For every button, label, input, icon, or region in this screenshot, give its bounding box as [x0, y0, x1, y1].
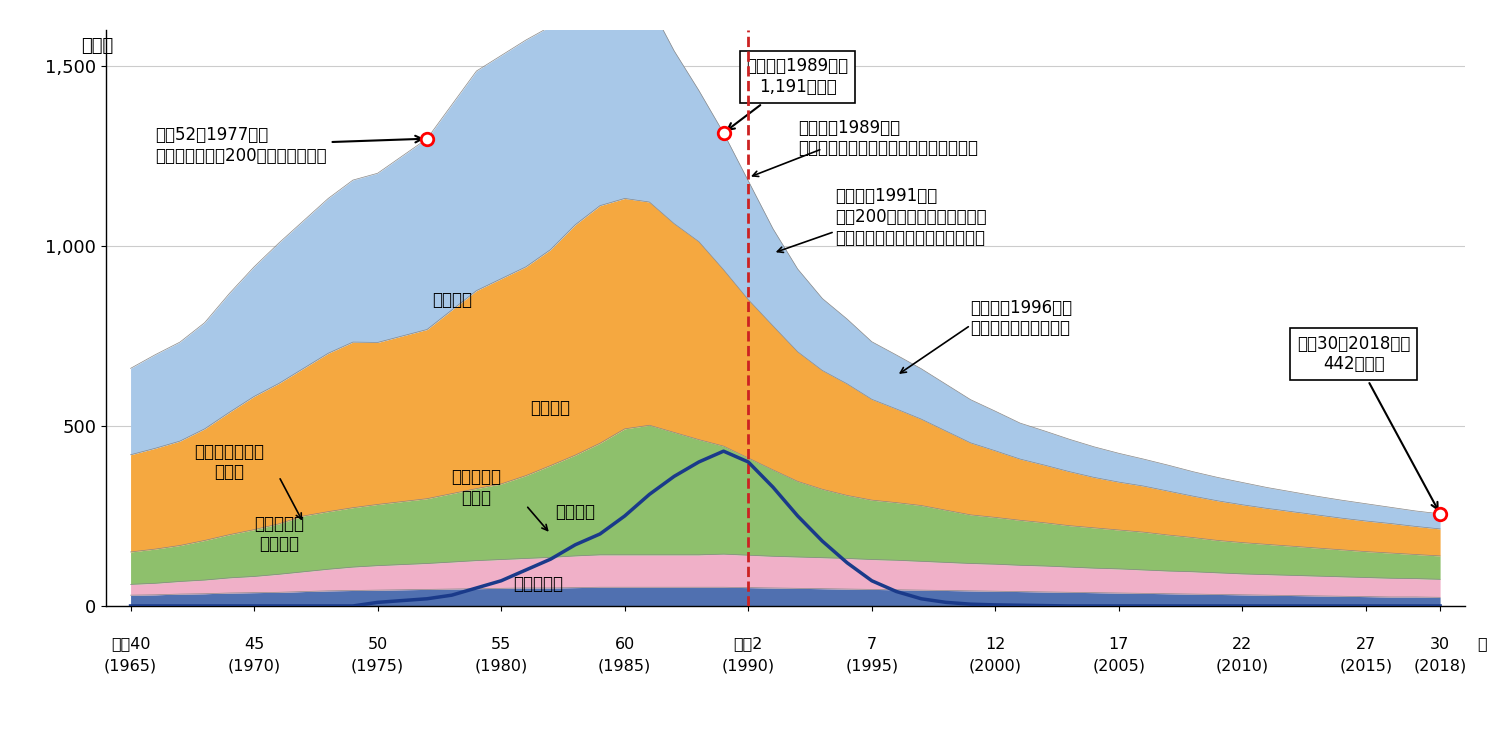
- Text: 平成元（1989）年
1,191万トン: 平成元（1989）年 1,191万トン: [728, 58, 849, 130]
- Text: 7: 7: [867, 637, 877, 652]
- Text: (2010): (2010): [1216, 658, 1269, 673]
- Text: 17: 17: [1108, 637, 1130, 652]
- Text: マイワシの
漁獲量: マイワシの 漁獲量: [452, 468, 501, 506]
- Text: (1975): (1975): [351, 658, 404, 673]
- Text: (1985): (1985): [598, 658, 651, 673]
- Text: 50: 50: [368, 637, 388, 652]
- Text: 沖合漁業: 沖合漁業: [531, 399, 570, 417]
- Text: (2018): (2018): [1413, 658, 1467, 673]
- Text: 55: 55: [490, 637, 512, 652]
- Text: 万トン: 万トン: [81, 37, 114, 55]
- Text: 平成30（2018）年
442万トン: 平成30（2018）年 442万トン: [1298, 334, 1437, 509]
- Text: 平成３（1991）年
米国200海里水域から完全撤退
国連公海流し網停止の決議の採択: 平成３（1991）年 米国200海里水域から完全撤退 国連公海流し網停止の決議の…: [834, 187, 987, 247]
- Text: 昭和40: 昭和40: [111, 637, 150, 652]
- Text: 平成2: 平成2: [734, 637, 764, 652]
- Text: (1995): (1995): [844, 658, 898, 673]
- Text: 30: 30: [1430, 637, 1450, 652]
- Text: 遠洋漁業: 遠洋漁業: [432, 291, 472, 309]
- Text: (2000): (2000): [969, 658, 1022, 673]
- Text: 海面養殖業: 海面養殖業: [513, 575, 562, 593]
- Text: (1990): (1990): [722, 658, 776, 673]
- Text: 27: 27: [1356, 637, 1376, 652]
- Text: 平成元（1989）年
国連大規模公海流し網禁止の決議の採択: 平成元（1989）年 国連大規模公海流し網禁止の決議の採択: [798, 119, 978, 157]
- Text: 12: 12: [986, 637, 1005, 652]
- Text: 60: 60: [615, 637, 634, 652]
- Text: スケトウダラの
漁獲量: スケトウダラの 漁獲量: [195, 443, 264, 482]
- Text: (1980): (1980): [474, 658, 528, 673]
- Text: 沿岸漁業: 沿岸漁業: [555, 503, 596, 521]
- Text: 22: 22: [1233, 637, 1252, 652]
- Text: (2015): (2015): [1340, 658, 1392, 673]
- Text: (2005): (2005): [1092, 658, 1146, 673]
- Text: 平成８（1996）年
国連海洋法条約を批准: 平成８（1996）年 国連海洋法条約を批准: [970, 298, 1072, 337]
- Text: (1970): (1970): [228, 658, 280, 673]
- Text: (1965): (1965): [104, 658, 158, 673]
- Text: 45: 45: [244, 637, 264, 652]
- Text: 昭和52（1977）年
米国及びソ連が200海里水域を設定: 昭和52（1977）年 米国及びソ連が200海里水域を設定: [156, 126, 422, 165]
- Text: 内水面漁業
・養殖業: 内水面漁業 ・養殖業: [254, 515, 305, 554]
- Text: 年: 年: [1478, 637, 1486, 652]
